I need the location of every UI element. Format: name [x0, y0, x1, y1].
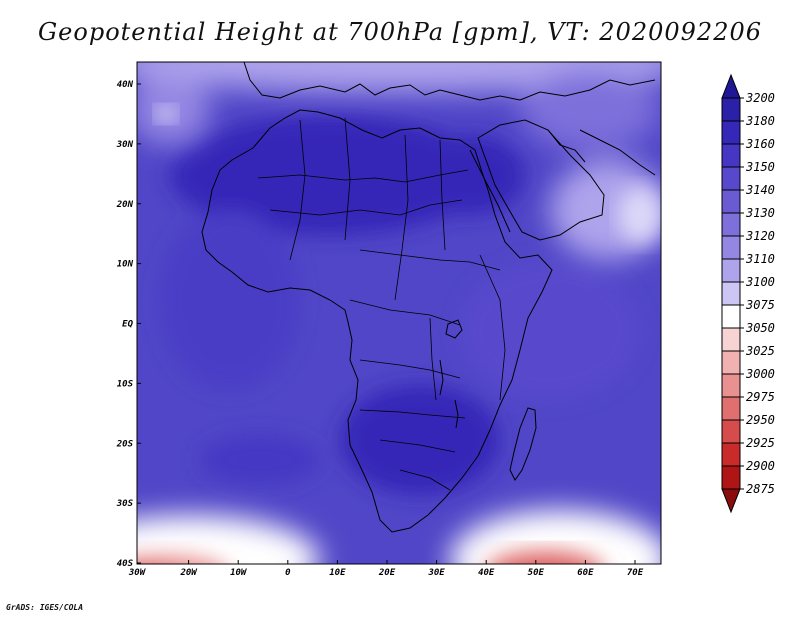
- lakes: [439, 319, 463, 429]
- colorbar-label: 3180: [745, 114, 775, 128]
- colorbar-swatch: [721, 373, 741, 398]
- lon-tick-label: 30W: [128, 568, 147, 578]
- borders: [257, 117, 506, 491]
- colorbar-swatch: [721, 350, 741, 375]
- lat-tick-label: 20S: [116, 439, 134, 449]
- colorbar-swatch: [721, 304, 741, 329]
- colorbar-label: 3200: [745, 91, 775, 105]
- colorbar-label: 3150: [745, 160, 775, 174]
- colorbar-swatch: [721, 465, 741, 490]
- map-title: Geopotential Height at 700hPa [gpm], VT:…: [38, 18, 762, 46]
- plot-frame: [136, 61, 662, 565]
- colorbar-label: 2925: [746, 436, 775, 450]
- colorbar-label: 3130: [745, 206, 775, 220]
- colorbar-label: 3100: [745, 275, 775, 289]
- colorbar-swatch: [721, 396, 741, 421]
- lon-tick-label: 40E: [478, 568, 495, 578]
- colorbar-label: 3025: [745, 344, 775, 358]
- colorbar-top-arrow: [721, 73, 741, 99]
- latitude-axis: 40N 30N 20N 10N EQ 10S 20S 30S 40S: [116, 80, 141, 569]
- coastlines: [201, 62, 656, 533]
- colorbar: 3200 3180 3160 3150 3140 3130 3120 3110 3100 3075…: [721, 73, 775, 514]
- lat-tick-label: EQ: [122, 320, 133, 330]
- colorbar-swatch: [721, 327, 741, 352]
- lon-tick-label: 60E: [577, 568, 594, 578]
- lat-tick-label: 40S: [117, 559, 134, 569]
- colorbar-swatch: [721, 442, 741, 467]
- colorbar-label: 2900: [746, 459, 775, 473]
- lat-tick-label: 10S: [117, 379, 134, 389]
- colorbar-label: 3000: [745, 367, 775, 381]
- colorbar-label: 3075: [745, 298, 775, 312]
- colorbar-label: 2950: [746, 413, 775, 427]
- lon-tick-label: 10W: [230, 568, 248, 578]
- lon-tick-label: 70E: [627, 568, 644, 578]
- colorbar-swatch: [721, 97, 741, 122]
- lat-tick-label: 30N: [116, 140, 134, 150]
- lon-tick-label: 50E: [528, 568, 545, 578]
- colorbar-swatch: [721, 120, 741, 145]
- colorbar-label: 2975: [746, 390, 775, 404]
- colorbar-label: 3160: [745, 137, 775, 151]
- lon-tick-label: 30E: [427, 568, 445, 578]
- colorbar-swatch: [721, 235, 741, 260]
- height-field: [137, 62, 661, 564]
- longitude-axis: 30W 20W 10W 0 10E 20E 30E 40E 50E 60E 70E: [128, 560, 644, 578]
- lon-tick-label: 10E: [329, 568, 346, 578]
- colorbar-label: 3050: [745, 321, 775, 335]
- colorbar-bottom-arrow: [721, 488, 741, 514]
- lat-tick-label: 30S: [116, 499, 134, 509]
- colorbar-label: 3120: [745, 229, 775, 243]
- lon-tick-label: 20E: [378, 568, 396, 578]
- lat-tick-label: 40N: [117, 80, 134, 90]
- lon-tick-label: 0: [285, 568, 291, 578]
- lon-tick-label: 20W: [179, 568, 198, 578]
- lat-tick-label: 10N: [117, 260, 134, 270]
- colorbar-swatch: [721, 419, 741, 444]
- colorbar-label: 2875: [746, 482, 775, 496]
- lat-tick-label: 20N: [116, 200, 134, 210]
- colorbar-swatch: [721, 189, 741, 214]
- colorbar-swatch: [721, 258, 741, 283]
- colorbar-swatch: [721, 143, 741, 168]
- colorbar-swatch: [721, 212, 741, 237]
- colorbar-swatch: [721, 166, 741, 191]
- grads-credit: GrADS: IGES/COLA: [6, 603, 84, 612]
- colorbar-swatch: [721, 281, 741, 306]
- colorbar-label: 3140: [745, 183, 775, 197]
- colorbar-label: 3110: [745, 252, 775, 266]
